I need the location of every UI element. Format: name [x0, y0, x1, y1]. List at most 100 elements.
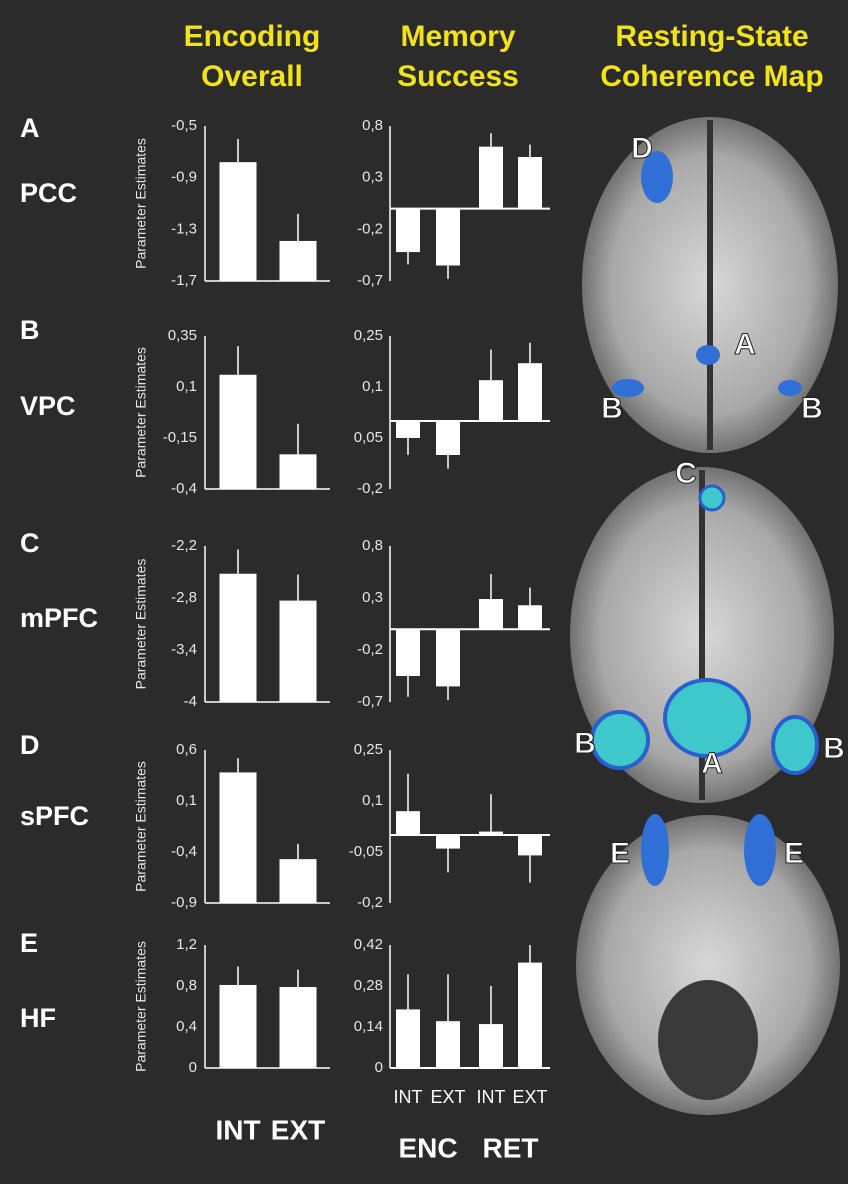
x-tick-label: INT: [477, 1087, 506, 1107]
y-axis-label: Parameter Estimates: [133, 559, 149, 690]
bar: [279, 240, 317, 281]
y-tick-label: -0,5: [171, 117, 197, 134]
region-marker: A: [734, 328, 756, 361]
y-tick-label: -2,2: [171, 537, 197, 554]
bar: [518, 835, 542, 856]
y-tick-label: -0,7: [357, 693, 383, 710]
column-header: Resting-State: [615, 20, 808, 53]
y-tick-label: 0: [189, 1059, 197, 1076]
panel-letter: B: [20, 315, 40, 345]
bar: [479, 146, 503, 209]
bar: [279, 859, 317, 903]
bar: [279, 454, 317, 489]
y-tick-label: -4: [184, 693, 197, 710]
column-header: Coherence Map: [600, 60, 823, 93]
region-marker: B: [823, 732, 845, 765]
bar: [518, 962, 542, 1068]
activation: [612, 379, 644, 397]
column-header: Overall: [201, 60, 303, 93]
column-header: Memory: [400, 20, 515, 53]
y-tick-label: -0,2: [357, 894, 383, 911]
activation: [744, 814, 776, 886]
y-tick-label: -0,7: [357, 272, 383, 289]
y-tick-label: 0,42: [354, 936, 383, 953]
y-tick-label: 0,28: [354, 977, 383, 994]
bar: [436, 835, 460, 849]
bar: [396, 208, 420, 253]
bar: [396, 811, 420, 835]
region-marker: C: [675, 457, 697, 490]
bar-chart: -2,2 -2,8 -3,4 -4 Parameter Estimates: [133, 537, 330, 710]
x-tick-label: EXT: [271, 1114, 325, 1145]
region-marker: E: [610, 837, 630, 870]
x-tick-label: EXT: [512, 1087, 547, 1107]
activation: [771, 715, 819, 775]
y-tick-label: -0,9: [171, 894, 197, 911]
y-tick-label: -3,4: [171, 641, 197, 658]
activation: [778, 380, 802, 396]
y-tick-label: 0,1: [362, 378, 383, 395]
bar: [479, 380, 503, 421]
y-tick-label: 0,6: [176, 741, 197, 758]
y-tick-label: 0,4: [176, 1018, 197, 1035]
y-tick-label: 0,25: [354, 327, 383, 344]
bar: [396, 629, 420, 676]
y-tick-label: -0,2: [357, 220, 383, 237]
group-label: RET: [483, 1132, 539, 1163]
region-label: VPC: [20, 391, 76, 421]
bar-chart: 1,2 0,8 0,4 0 Parameter Estimates INT EXT: [133, 936, 330, 1145]
x-tick-label: EXT: [430, 1087, 465, 1107]
bar: [219, 374, 257, 489]
y-tick-label: -0,4: [171, 843, 197, 860]
y-tick-label: -0,9: [171, 169, 197, 186]
y-tick-label: 0,1: [176, 792, 197, 809]
bar: [436, 421, 460, 455]
y-tick-label: 0,3: [362, 169, 383, 186]
activation: [663, 678, 751, 758]
y-tick-label: -0,15: [163, 429, 197, 446]
brain-slice: [576, 815, 840, 1115]
bar: [479, 599, 503, 630]
region-marker: D: [631, 132, 653, 165]
bar: [436, 1021, 460, 1068]
bar: [518, 605, 542, 630]
bar: [219, 162, 257, 281]
brain-images: [570, 117, 840, 1115]
y-tick-label: -0,05: [349, 843, 383, 860]
activation: [641, 151, 673, 203]
y-tick-label: 0,35: [168, 327, 197, 344]
bar: [436, 208, 460, 266]
region-marker: B: [574, 727, 596, 760]
y-tick-label: 0,1: [176, 378, 197, 395]
y-tick-label: -0,2: [357, 480, 383, 497]
bar: [436, 629, 460, 687]
group-label: ENC: [398, 1132, 457, 1163]
region-marker: E: [784, 837, 804, 870]
y-tick-label: -2,8: [171, 589, 197, 606]
y-tick-label: 0,05: [354, 429, 383, 446]
y-tick-label: 0,1: [362, 792, 383, 809]
bar: [279, 987, 317, 1068]
column-header: Success: [397, 60, 519, 93]
y-tick-label: -1,3: [171, 220, 197, 237]
activation: [698, 484, 726, 512]
bar: [396, 421, 420, 438]
y-tick-label: -0,4: [171, 480, 197, 497]
panel-letter: A: [20, 113, 40, 143]
y-tick-label: -1,7: [171, 272, 197, 289]
region-marker: A: [701, 747, 723, 780]
bar: [219, 772, 257, 903]
bar: [219, 573, 257, 702]
y-tick-label: 0,8: [176, 977, 197, 994]
y-tick-label: 0,25: [354, 741, 383, 758]
bar-chart: 0,42 0,28 0,14 0 INT EXT INT EXT ENC RET: [354, 936, 550, 1163]
y-axis-label: Parameter Estimates: [133, 347, 149, 478]
y-axis-label: Parameter Estimates: [133, 941, 149, 1072]
bar: [396, 1009, 420, 1068]
y-tick-label: 0,14: [354, 1018, 383, 1035]
y-tick-label: 0,8: [362, 537, 383, 554]
activation: [590, 710, 650, 770]
bar: [479, 1024, 503, 1068]
y-axis-label: Parameter Estimates: [133, 138, 149, 269]
y-axis-label: Parameter Estimates: [133, 761, 149, 892]
